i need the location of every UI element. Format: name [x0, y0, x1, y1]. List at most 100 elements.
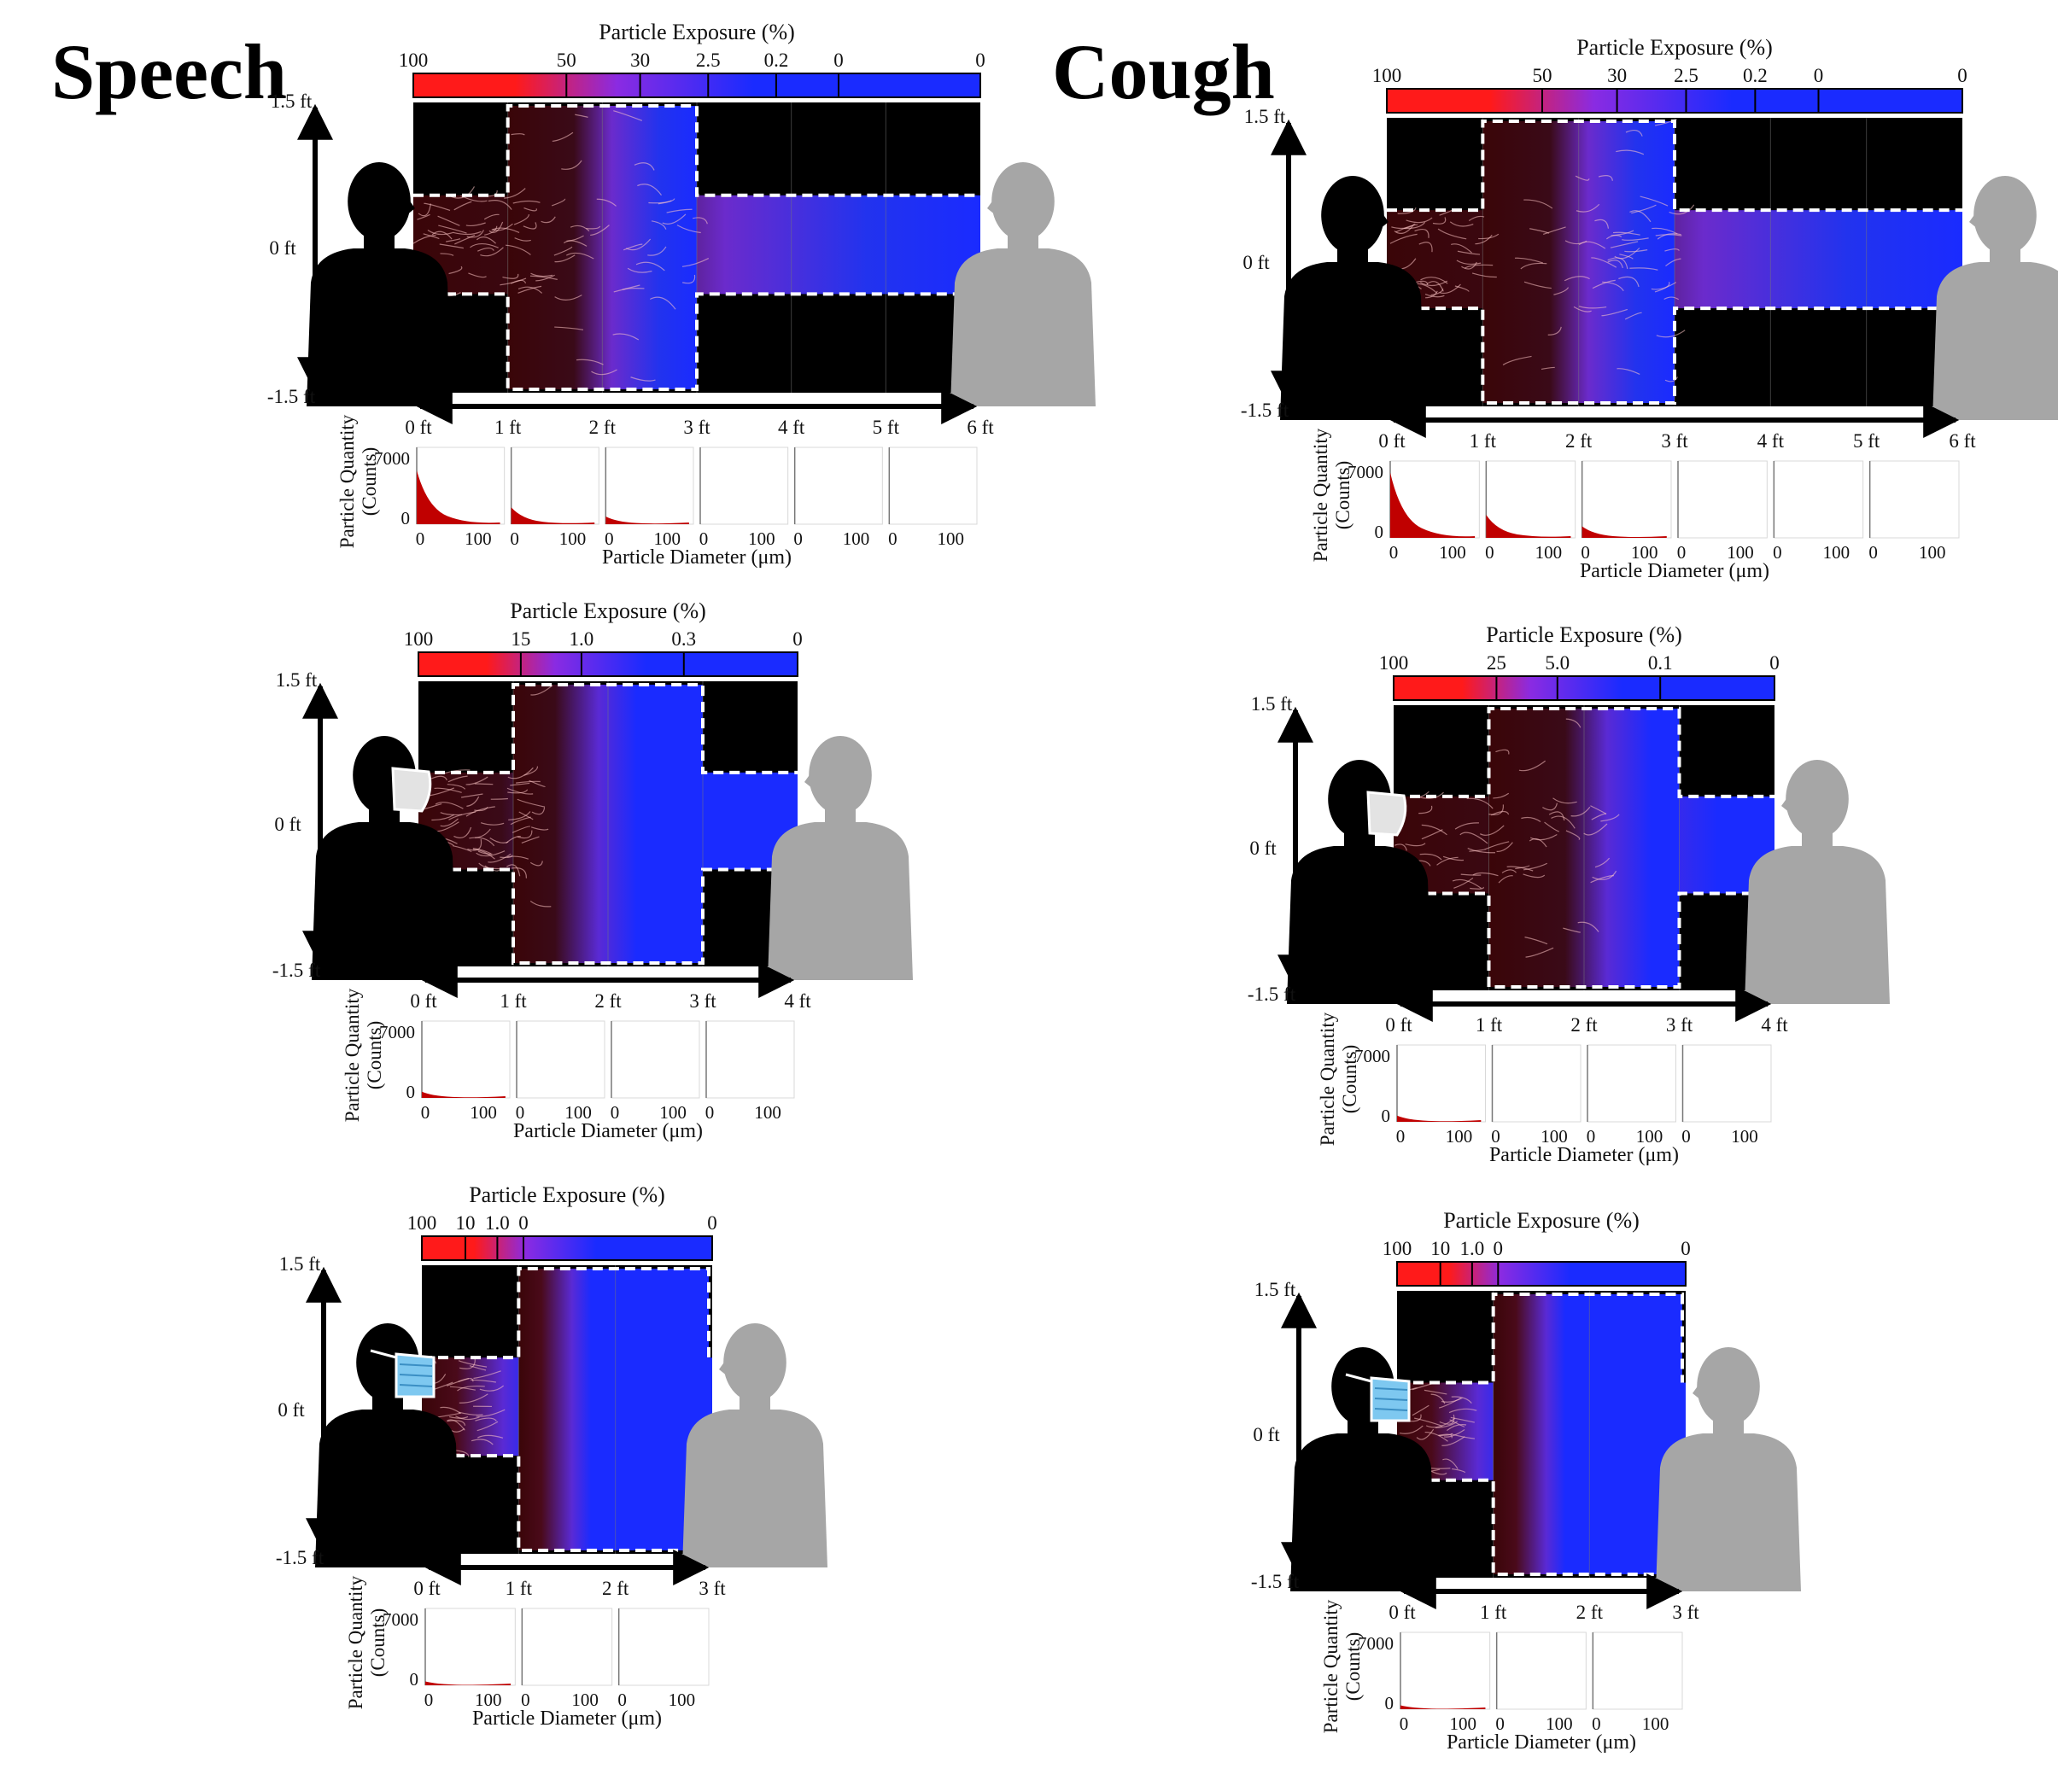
particle-streak — [1542, 226, 1566, 236]
diameter-min-label: 0 — [605, 528, 614, 549]
particle-streak — [449, 1416, 469, 1419]
particle-streak — [1457, 250, 1481, 255]
scale-tick-label: 0 — [707, 1212, 717, 1234]
particle-streak — [1564, 276, 1590, 282]
histogram-box — [888, 447, 978, 525]
x-axis-tick-label: 0 ft — [410, 990, 437, 1012]
particle-streak — [1421, 829, 1443, 840]
diameter-max-label: 100 — [754, 1102, 781, 1123]
x-axis-tick-label: 1 ft — [494, 417, 522, 438]
panel-speech-cloth-mask: Particle Exposure (%) 100 15 1.0 0.3 0 1.5 ft 0… — [272, 598, 913, 1142]
particle-streak — [590, 225, 610, 236]
x-axis-tick-label: 6 ft — [967, 417, 994, 438]
particle-streak — [523, 222, 537, 230]
exposure-color-scale — [421, 1235, 713, 1261]
particle-streak — [468, 272, 487, 278]
particle-streak — [445, 238, 461, 242]
particle-streak — [635, 261, 665, 271]
particle-streak — [1552, 797, 1577, 804]
x-axis-tick-label: 3 ft — [1661, 430, 1688, 452]
scale-tick-label: 100 — [1383, 1238, 1412, 1259]
particle-streak — [500, 855, 513, 859]
x-axis-tick-label: 3 ft — [689, 990, 716, 1012]
particle-streak — [1529, 833, 1558, 841]
exposure-scale-title: Particle Exposure (%) — [1443, 1208, 1640, 1233]
particle-streak — [1447, 1424, 1467, 1432]
diameter-min-label: 0 — [1581, 542, 1590, 563]
particle-streak — [1414, 1417, 1443, 1427]
x-axis-tick-label: 0 ft — [1389, 1602, 1416, 1623]
receiver-person-icon-torso — [768, 822, 913, 980]
panel-cough-surgical-mask: Particle Exposure (%)100 10 1.0 0 01.5 ft0 f… — [1251, 1208, 1801, 1754]
particle-streak — [1467, 848, 1496, 854]
histogram-distribution — [511, 507, 595, 524]
particle-streak — [634, 162, 655, 171]
particle-streak — [460, 793, 483, 798]
particle-streak — [1575, 175, 1590, 181]
histogram-box — [1677, 460, 1768, 539]
particle-streak — [465, 222, 486, 227]
particle-streak — [1452, 1468, 1466, 1474]
x-axis-tick-label: 6 ft — [1949, 430, 1976, 452]
diameter-axis-title: Particle Diameter (μm) — [513, 1120, 703, 1142]
receiver-person-icon-nose — [987, 196, 996, 215]
diameter-min-label: 0 — [1681, 1126, 1691, 1147]
scale-tick-label: 0.1 — [1648, 652, 1673, 674]
particle-streak — [564, 240, 588, 247]
emitter-person-icon — [315, 1323, 460, 1567]
particle-streak — [1460, 873, 1482, 876]
particle-streak — [1663, 296, 1680, 301]
particle-streak — [1454, 822, 1479, 830]
x-axis-tick-label: 1 ft — [1470, 430, 1497, 452]
mask-pleat — [1374, 1398, 1408, 1401]
quantity-axis-title: Particle Quantity — [345, 1575, 366, 1709]
particle-streak — [530, 685, 553, 696]
histogram-box — [794, 447, 883, 525]
particle-streak — [586, 225, 601, 230]
particle-streak — [1437, 228, 1467, 240]
diameter-max-label: 100 — [1823, 542, 1850, 563]
diameter-axis-title: Particle Diameter (μm) — [602, 546, 792, 569]
histogram-box — [1496, 1631, 1587, 1710]
exposure-zone — [1493, 1294, 1682, 1574]
particle-streak — [1418, 242, 1433, 253]
mask-pleat — [1374, 1408, 1408, 1411]
particle-streak — [1583, 823, 1608, 836]
particle-streak — [514, 237, 531, 242]
x-axis-tick-label: 1 ft — [506, 1578, 533, 1599]
diameter-max-label: 100 — [1636, 1126, 1663, 1147]
particle-streak — [1389, 233, 1418, 244]
particle-streak — [681, 258, 710, 267]
receiver-person-icon-torso — [1656, 1433, 1801, 1591]
particle-streak — [518, 811, 534, 820]
mask-pleat — [1374, 1387, 1408, 1391]
particle-streak — [473, 1370, 501, 1380]
particle-streak — [535, 274, 555, 282]
exposure-color-scale — [1386, 88, 1963, 114]
particle-streak — [1655, 234, 1682, 236]
exposure-color-scale — [1393, 675, 1775, 701]
x-axis-tick-label: 3 ft — [699, 1578, 726, 1599]
particle-streak — [1578, 241, 1606, 249]
particle-streak — [471, 1439, 494, 1445]
quantity-axis-title: Particle Quantity — [1317, 1012, 1338, 1146]
receiver-person-icon-head — [1697, 1347, 1760, 1426]
particle-streak — [418, 203, 431, 217]
particle-streak — [417, 213, 430, 220]
particle-streak — [490, 797, 509, 800]
particle-streak — [444, 769, 471, 774]
particle-streak — [531, 807, 546, 815]
particle-streak — [1542, 803, 1558, 811]
particle-streak — [474, 783, 494, 785]
histogram-distribution — [417, 470, 500, 524]
particle-streak — [436, 821, 459, 832]
x-axis-tick-label: 4 ft — [784, 990, 811, 1012]
y-axis-top-label: 1.5 ft — [276, 669, 318, 691]
particle-streak — [483, 213, 500, 220]
particle-streak — [530, 272, 553, 277]
histogram-distribution — [425, 1681, 512, 1685]
histogram-box — [511, 447, 599, 525]
quantity-axis-title: Particle Quantity — [1310, 428, 1331, 562]
particle-streak — [477, 850, 493, 855]
particle-streak — [1664, 248, 1680, 252]
